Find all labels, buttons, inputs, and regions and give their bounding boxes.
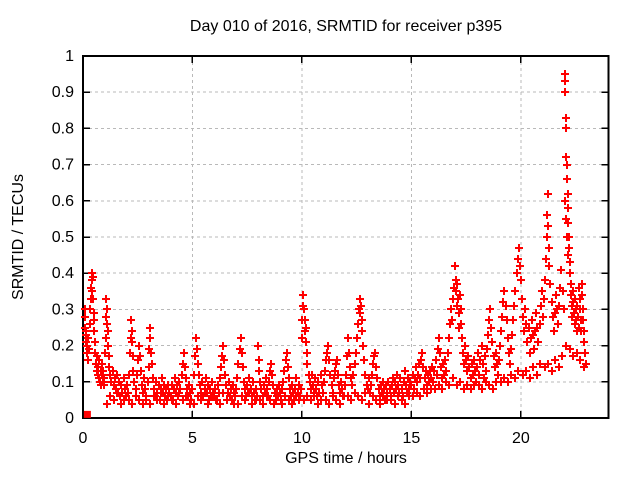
y-axis-label: SRMTID / TECUs: [10, 174, 27, 300]
y-tick-label: 0.6: [52, 193, 74, 210]
origin-square-marker: [83, 410, 91, 418]
y-tick-label: 0.4: [52, 265, 74, 282]
x-tick-label: 20: [512, 430, 530, 447]
y-tick-label: 0.3: [52, 301, 74, 318]
tick-labels: 0 5 10 15 20 0 0.1 0.2 0.3 0.4 0.5 0.6 0.7 0.8 0.9 1: [52, 48, 530, 447]
grid-lines: [83, 56, 609, 418]
y-tick-label: 1: [65, 48, 74, 65]
x-axis-label: GPS time / hours: [285, 450, 407, 467]
x-tick-label: 15: [403, 430, 421, 447]
x-tick-label: 10: [293, 430, 311, 447]
y-tick-label: 0.9: [52, 84, 74, 101]
chart-title: Day 010 of 2016, SRMTID for receiver p39…: [190, 18, 502, 35]
y-tick-label: 0.7: [52, 157, 74, 174]
y-tick-label: 0.1: [52, 374, 74, 391]
plot-border: [82, 55, 610, 419]
y-tick-label: 0: [65, 410, 74, 427]
y-tick-label: 0.5: [52, 229, 74, 246]
x-tick-label: 0: [79, 430, 88, 447]
scatter-points: [81, 70, 590, 408]
y-tick-label: 0.8: [52, 120, 74, 137]
y-tick-label: 0.2: [52, 338, 74, 355]
x-tick-label: 5: [188, 430, 197, 447]
